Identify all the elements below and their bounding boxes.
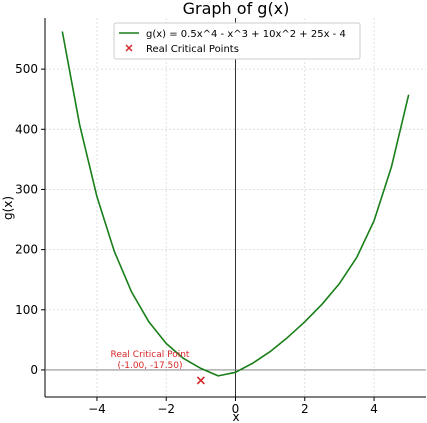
x-tick-label: −2 xyxy=(157,402,175,416)
critical-point-marker xyxy=(196,376,205,385)
y-axis-label: g(x) xyxy=(1,196,15,220)
x-tick-label: −4 xyxy=(88,402,106,416)
marker-stroke xyxy=(196,376,205,385)
y-tick-label: 200 xyxy=(15,243,38,257)
critical-point-annotation: Real Critical Point (-1.00, -17.50) xyxy=(111,350,190,371)
y-tick-label: 0 xyxy=(30,363,38,377)
x-tick-label: 0 xyxy=(232,402,240,416)
legend-box xyxy=(113,22,361,60)
y-tick-label: 500 xyxy=(15,62,38,76)
function-curve xyxy=(61,31,410,377)
axes xyxy=(41,18,426,401)
x-tick-label: 4 xyxy=(370,402,378,416)
chart-title: Graph of g(x) xyxy=(183,0,290,18)
tick-labels: −4 −2 0 2 4 0 100 200 300 400 500 xyxy=(15,62,378,416)
annotation-line-1: Real Critical Point xyxy=(111,350,190,360)
legend: g(x) = 0.5x^4 - x^3 + 10x^2 + 25x - 4 Re… xyxy=(113,22,361,60)
y-tick-label: 100 xyxy=(15,303,38,317)
y-tick-label: 300 xyxy=(15,182,38,196)
legend-x-marker-icon xyxy=(125,44,133,52)
x-axis-label: x xyxy=(232,410,239,423)
legend-entry-function: g(x) = 0.5x^4 - x^3 + 10x^2 + 25x - 4 xyxy=(146,29,346,40)
annotation-line-2: (-1.00, -17.50) xyxy=(117,361,182,371)
y-tick-label: 400 xyxy=(15,122,38,136)
x-tick-label: 2 xyxy=(301,402,309,416)
series-layer xyxy=(61,31,410,385)
legend-entry-critical-points: Real Critical Points xyxy=(146,44,239,55)
